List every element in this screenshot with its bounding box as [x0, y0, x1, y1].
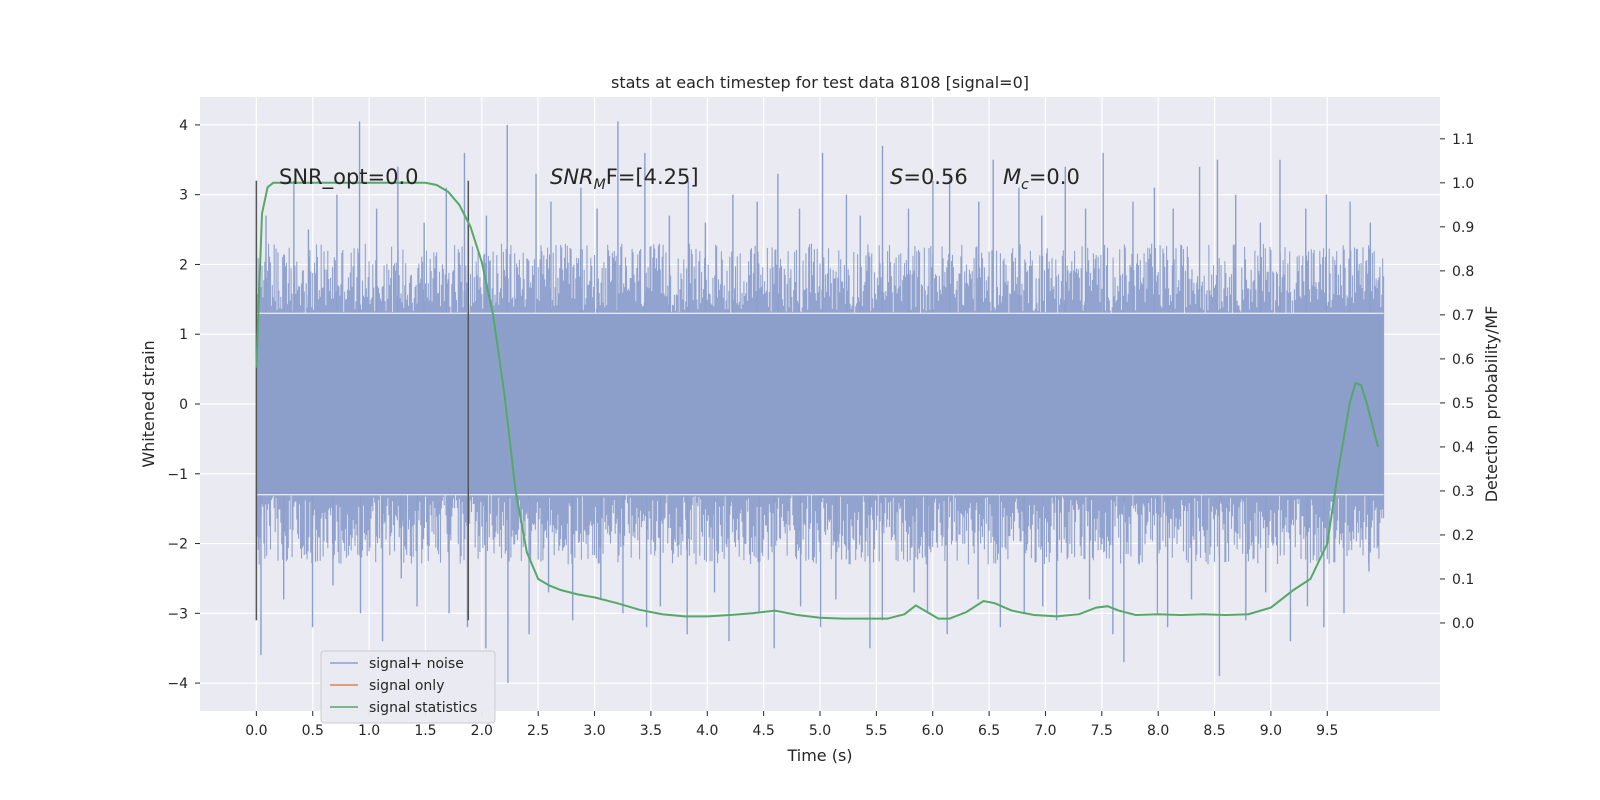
noise-series-layer	[255, 121, 1385, 684]
annotation-snr-mf-main: SNR	[550, 165, 594, 189]
y-right-tick-label-7: 0.7	[1452, 308, 1474, 324]
legend-label-signal-noise: signal+ noise	[369, 656, 464, 672]
x-tick-label-16: 8.0	[1147, 723, 1169, 739]
x-tick-label-0: 0.0	[245, 723, 267, 739]
y-right-tick-label-0: 0.0	[1452, 616, 1474, 632]
x-tick-label-3: 1.5	[414, 723, 436, 739]
annotation-mc-rest: =0.0	[1029, 165, 1080, 189]
x-tick-label-12: 6.0	[922, 723, 944, 739]
annotation-s-rest: =0.56	[903, 165, 967, 189]
x-tick-label-5: 2.5	[527, 723, 549, 739]
y-axis-label-right: Detection probability/MF	[1482, 306, 1501, 503]
annotation-snr-opt: SNR_opt=0.0	[279, 165, 419, 190]
x-tick-label-7: 3.5	[640, 723, 662, 739]
y-left-tick-label-8: 4	[179, 118, 188, 134]
x-tick-label-10: 5.0	[809, 723, 831, 739]
y-right-tick-label-8: 0.8	[1452, 264, 1474, 280]
series-line-signal-statistics	[255, 181, 1379, 620]
statistics-series-layer	[255, 181, 1379, 620]
legend-box	[320, 650, 496, 724]
annotation-mc-main: M	[1003, 165, 1021, 189]
y-left-tick-label-7: 3	[179, 188, 188, 204]
y-axis-label-left: Whitened strain	[139, 340, 158, 467]
y-left-tick-label-3: −1	[167, 467, 188, 483]
annotation-snr-mf-rest: F=[4.25]	[606, 165, 699, 189]
x-tick-label-9: 4.5	[753, 723, 775, 739]
x-tick-label-1: 0.5	[302, 723, 324, 739]
annotation-snr-mf-sub: M	[594, 177, 606, 193]
y-left-tick-label-0: −4	[167, 676, 188, 692]
annotation-snr-mf: SNRMF=[4.25]	[550, 165, 699, 193]
x-tick-label-8: 4.0	[696, 723, 718, 739]
chart-title: stats at each timestep for test data 810…	[611, 73, 1029, 92]
y-left-tick-label-4: 0	[179, 397, 188, 413]
y-left-tick-label-2: −2	[167, 537, 188, 553]
legend: signal+ noise signal only signal statist…	[320, 650, 496, 724]
ticks-layer: 0.0 0.5 1.0 1.5 2.0 2.5 3.0 3.5 4.0 4.5 5.0 5.5 6.0 6…	[167, 118, 1474, 739]
y-right-tick-label-9: 0.9	[1452, 220, 1474, 236]
y-right-tick-label-2: 0.2	[1452, 528, 1474, 544]
x-tick-label-2: 1.0	[358, 723, 380, 739]
x-tick-label-17: 8.5	[1203, 723, 1225, 739]
y-right-tick-label-1: 0.1	[1452, 572, 1474, 588]
annotation-s: S=0.56	[890, 165, 968, 189]
x-tick-label-18: 9.0	[1260, 723, 1282, 739]
y-left-tick-label-6: 2	[179, 257, 188, 273]
x-tick-label-13: 6.5	[978, 723, 1000, 739]
y-right-tick-label-6: 0.6	[1452, 352, 1474, 368]
y-right-tick-label-4: 0.4	[1452, 440, 1474, 456]
x-axis-label: Time (s)	[786, 746, 852, 765]
x-tick-label-19: 9.5	[1316, 723, 1338, 739]
y-right-tick-label-3: 0.3	[1452, 484, 1474, 500]
noise-core-band	[256, 313, 1384, 495]
y-left-tick-label-1: −3	[167, 606, 188, 622]
x-tick-label-11: 5.5	[865, 723, 887, 739]
y-right-tick-label-11: 1.1	[1452, 132, 1474, 148]
vertical-markers	[255, 180, 470, 621]
annotation-mc-sub: c	[1021, 177, 1029, 193]
annotation-s-main: S	[890, 165, 903, 189]
y-right-tick-label-10: 1.0	[1452, 176, 1474, 192]
legend-label-signal-statistics: signal statistics	[369, 700, 477, 716]
legend-label-signal-only: signal only	[369, 678, 444, 694]
x-tick-label-14: 7.0	[1034, 723, 1056, 739]
y-right-tick-label-5: 0.5	[1452, 396, 1474, 412]
annotation-mc: Mc=0.0	[1003, 165, 1080, 193]
x-tick-label-4: 2.0	[471, 723, 493, 739]
y-left-tick-label-5: 1	[179, 327, 188, 343]
x-tick-label-6: 3.0	[583, 723, 605, 739]
x-tick-label-15: 7.5	[1091, 723, 1113, 739]
